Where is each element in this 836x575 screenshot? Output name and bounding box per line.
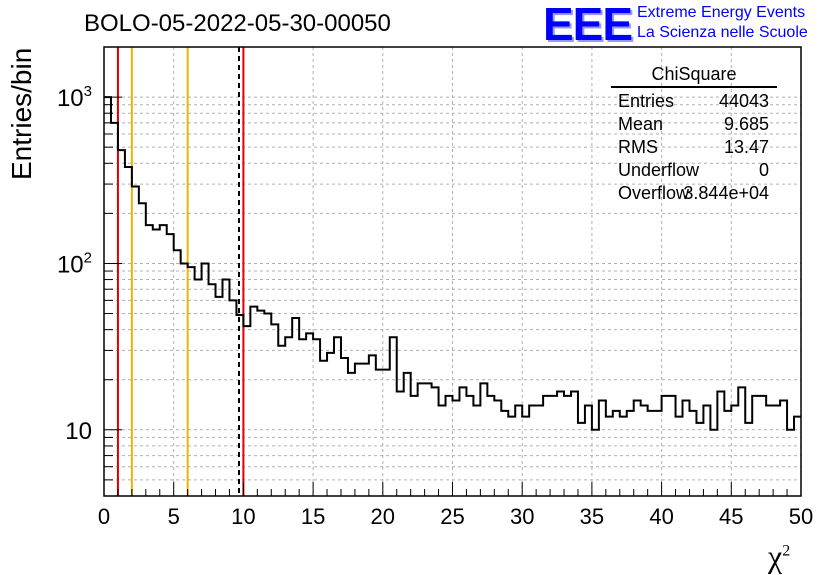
x-tick-label: 0 [98,504,110,529]
histogram-series [104,96,801,431]
x-tick-label: 20 [371,504,395,529]
x-tick-label: 15 [301,504,325,529]
stats-key: Entries [618,91,675,111]
x-tick-label: 40 [649,504,673,529]
x-axis-label: χ2 [768,538,790,575]
stats-key: RMS [618,137,658,157]
stats-key: Overflow [618,183,690,203]
x-axis-ticks: 0 5 10 15 20 25 30 35 40 45 50 [98,482,813,529]
x-tick-label: 30 [510,504,534,529]
x-tick-label: 45 [719,504,743,529]
stats-key: Underflow [618,160,700,180]
reference-lines [116,47,245,496]
stats-value: 9.685 [723,114,769,134]
stats-title: ChiSquare [611,64,777,88]
stats-value: 44043 [718,91,769,111]
stats-value: 13.47 [723,137,769,157]
y-tick-label: 102 [57,249,92,278]
y-tick-label: 10 [65,418,92,445]
x-tick-label: 50 [789,504,813,529]
logo-text-line1: Extreme Energy Events [637,4,806,21]
y-tick-label-base: 10 [57,85,84,112]
logo-text-line2: La Scienza nelle Scuole [637,24,808,41]
stats-value: 3.844e+04 [683,183,769,203]
y-tick-label-base: 10 [57,251,84,278]
x-axis-label-base: χ [768,538,783,574]
stats-box: ChiSquare Entries 44043 Mean 9.685 RMS 1… [611,64,777,206]
stats-row-underflow: Underflow 0 [611,160,777,183]
stats-key: Mean [618,114,664,134]
x-axis-label-exponent: 2 [782,542,791,560]
x-tick-label: 25 [440,504,464,529]
x-tick-label: 5 [168,504,180,529]
stats-row-entries: Entries 44043 [611,91,777,114]
x-tick-label: 35 [580,504,604,529]
stats-value: 0 [758,160,769,180]
page-title: BOLO-05-2022-05-30-00050 [84,10,391,37]
y-tick-label-exponent: 2 [84,249,92,266]
eee-logo: EEE [543,0,633,50]
y-tick-label: 103 [57,83,92,112]
y-axis-label: Entries/bin [6,47,37,180]
x-tick-label: 10 [231,504,255,529]
stats-row-rms: RMS 13.47 [611,137,777,160]
stats-row-mean: Mean 9.685 [611,114,777,137]
y-tick-label-exponent: 3 [84,83,92,100]
stats-row-overflow: Overflow 3.844e+04 [611,183,777,206]
y-tick-label-base: 10 [65,418,92,445]
